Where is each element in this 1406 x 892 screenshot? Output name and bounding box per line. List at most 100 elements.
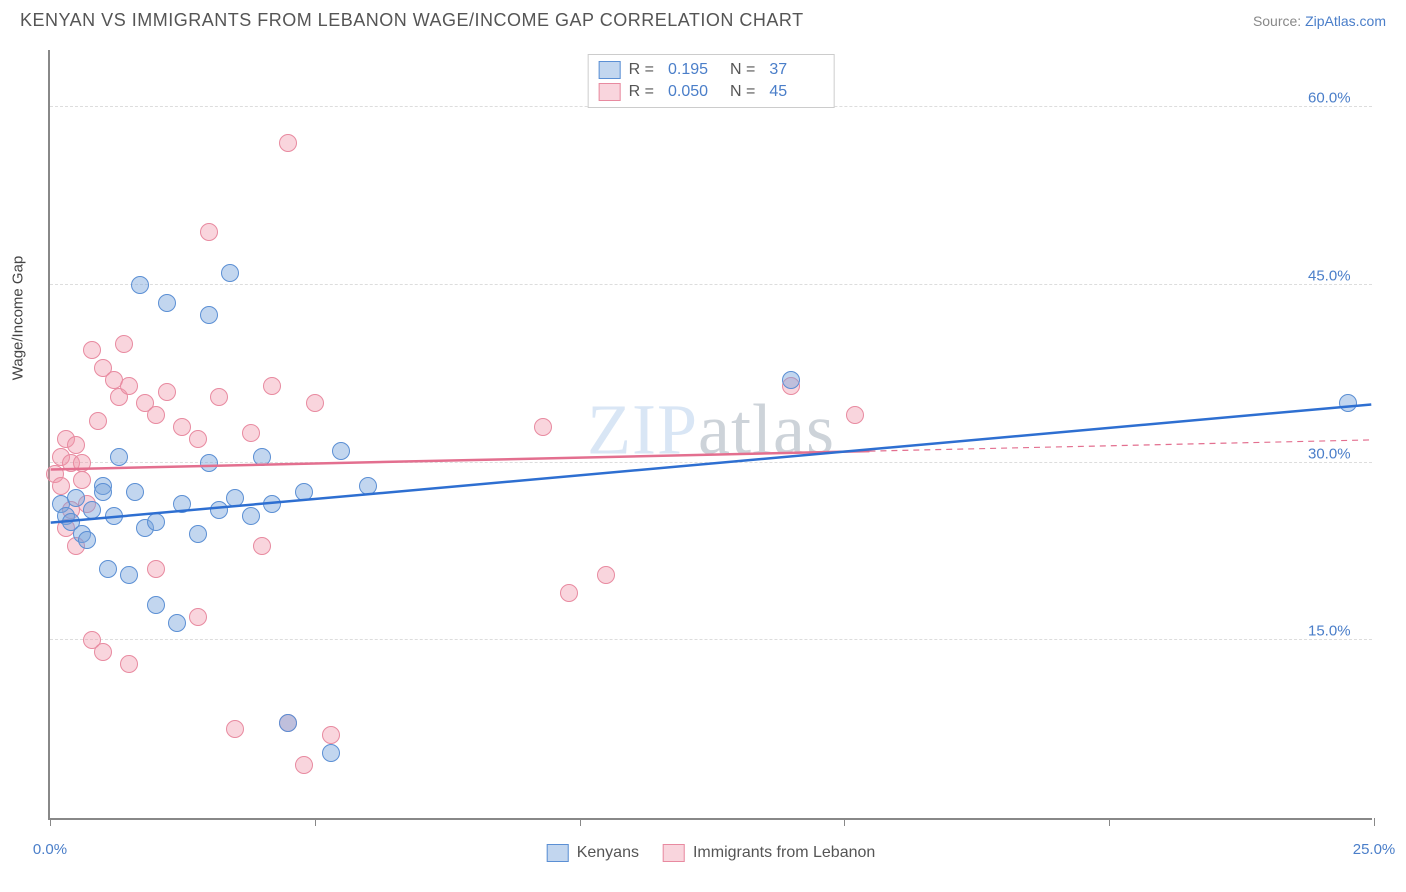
y-tick-label: 60.0% (1308, 90, 1364, 107)
scatter-point (200, 306, 218, 324)
scatter-point (189, 430, 207, 448)
scatter-point (147, 513, 165, 531)
x-tick (580, 818, 581, 826)
scatter-point (147, 596, 165, 614)
scatter-point (94, 483, 112, 501)
scatter-point (846, 406, 864, 424)
source-link[interactable]: ZipAtlas.com (1305, 13, 1386, 29)
scatter-point (67, 489, 85, 507)
watermark-part2: atlas (698, 389, 835, 469)
legend-swatch-pink (663, 844, 685, 862)
legend-row-blue: R = 0.195 N = 37 (599, 59, 824, 81)
r-label: R = (629, 61, 654, 79)
n-label: N = (730, 61, 755, 79)
scatter-point (131, 276, 149, 294)
legend-label-blue: Kenyans (577, 844, 639, 862)
legend-label-pink: Immigrants from Lebanon (693, 844, 875, 862)
scatter-point (200, 223, 218, 241)
scatter-point (210, 388, 228, 406)
scatter-point (94, 643, 112, 661)
r-label: R = (629, 83, 654, 101)
n-value-pink: 45 (769, 83, 823, 101)
scatter-point (221, 264, 239, 282)
grid-line (50, 462, 1372, 463)
scatter-point (189, 608, 207, 626)
scatter-point (52, 477, 70, 495)
scatter-point (332, 442, 350, 460)
scatter-point (158, 294, 176, 312)
scatter-point (120, 377, 138, 395)
legend-item-blue: Kenyans (547, 844, 639, 862)
scatter-point (210, 501, 228, 519)
scatter-point (200, 454, 218, 472)
x-tick (1109, 818, 1110, 826)
scatter-point (83, 341, 101, 359)
scatter-point (83, 501, 101, 519)
header: KENYAN VS IMMIGRANTS FROM LEBANON WAGE/I… (0, 0, 1406, 37)
watermark: ZIPatlas (587, 388, 835, 471)
scatter-point (173, 418, 191, 436)
legend-swatch-pink (599, 83, 621, 101)
source-prefix: Source: (1253, 13, 1305, 29)
x-tick (315, 818, 316, 826)
x-tick (844, 818, 845, 826)
n-value-blue: 37 (769, 61, 823, 79)
scatter-point (1339, 394, 1357, 412)
scatter-point (560, 584, 578, 602)
grid-line (50, 639, 1372, 640)
y-tick-label: 45.0% (1308, 267, 1364, 284)
scatter-point (295, 483, 313, 501)
scatter-point (105, 507, 123, 525)
scatter-point (115, 335, 133, 353)
scatter-point (253, 537, 271, 555)
chart-title: KENYAN VS IMMIGRANTS FROM LEBANON WAGE/I… (20, 10, 804, 31)
scatter-point (73, 454, 91, 472)
r-value-blue: 0.195 (668, 61, 722, 79)
legend-item-pink: Immigrants from Lebanon (663, 844, 875, 862)
scatter-point (279, 134, 297, 152)
scatter-point (126, 483, 144, 501)
x-tick (50, 818, 51, 826)
scatter-point (173, 495, 191, 513)
y-axis-label: Wage/Income Gap (10, 256, 27, 381)
scatter-point (242, 424, 260, 442)
scatter-point (263, 377, 281, 395)
n-label: N = (730, 83, 755, 101)
scatter-point (253, 448, 271, 466)
scatter-point (534, 418, 552, 436)
scatter-point (110, 448, 128, 466)
legend-row-pink: R = 0.050 N = 45 (599, 81, 824, 103)
x-tick-label: 25.0% (1353, 841, 1396, 858)
scatter-point (597, 566, 615, 584)
scatter-point (242, 507, 260, 525)
r-value-pink: 0.050 (668, 83, 722, 101)
scatter-point (782, 371, 800, 389)
y-tick-label: 30.0% (1308, 445, 1364, 462)
scatter-point (295, 756, 313, 774)
scatter-point (322, 726, 340, 744)
scatter-point (99, 560, 117, 578)
scatter-point (168, 614, 186, 632)
scatter-point (147, 406, 165, 424)
legend-swatch-blue (547, 844, 569, 862)
scatter-point (147, 560, 165, 578)
x-tick-label: 0.0% (33, 841, 67, 858)
legend-correlation: R = 0.195 N = 37 R = 0.050 N = 45 (588, 54, 835, 108)
y-tick-label: 15.0% (1308, 623, 1364, 640)
scatter-point (226, 489, 244, 507)
scatter-point (279, 714, 297, 732)
source-attribution: Source: ZipAtlas.com (1253, 13, 1386, 29)
scatter-point (158, 383, 176, 401)
legend-swatch-blue (599, 61, 621, 79)
watermark-part1: ZIP (587, 389, 698, 469)
scatter-chart: Wage/Income Gap 15.0%30.0%45.0%60.0% 0.0… (48, 50, 1372, 820)
x-tick (1374, 818, 1375, 826)
scatter-point (67, 436, 85, 454)
scatter-point (263, 495, 281, 513)
scatter-point (306, 394, 324, 412)
scatter-point (189, 525, 207, 543)
scatter-point (322, 744, 340, 762)
legend-series: Kenyans Immigrants from Lebanon (547, 844, 876, 862)
scatter-point (89, 412, 107, 430)
grid-line (50, 284, 1372, 285)
